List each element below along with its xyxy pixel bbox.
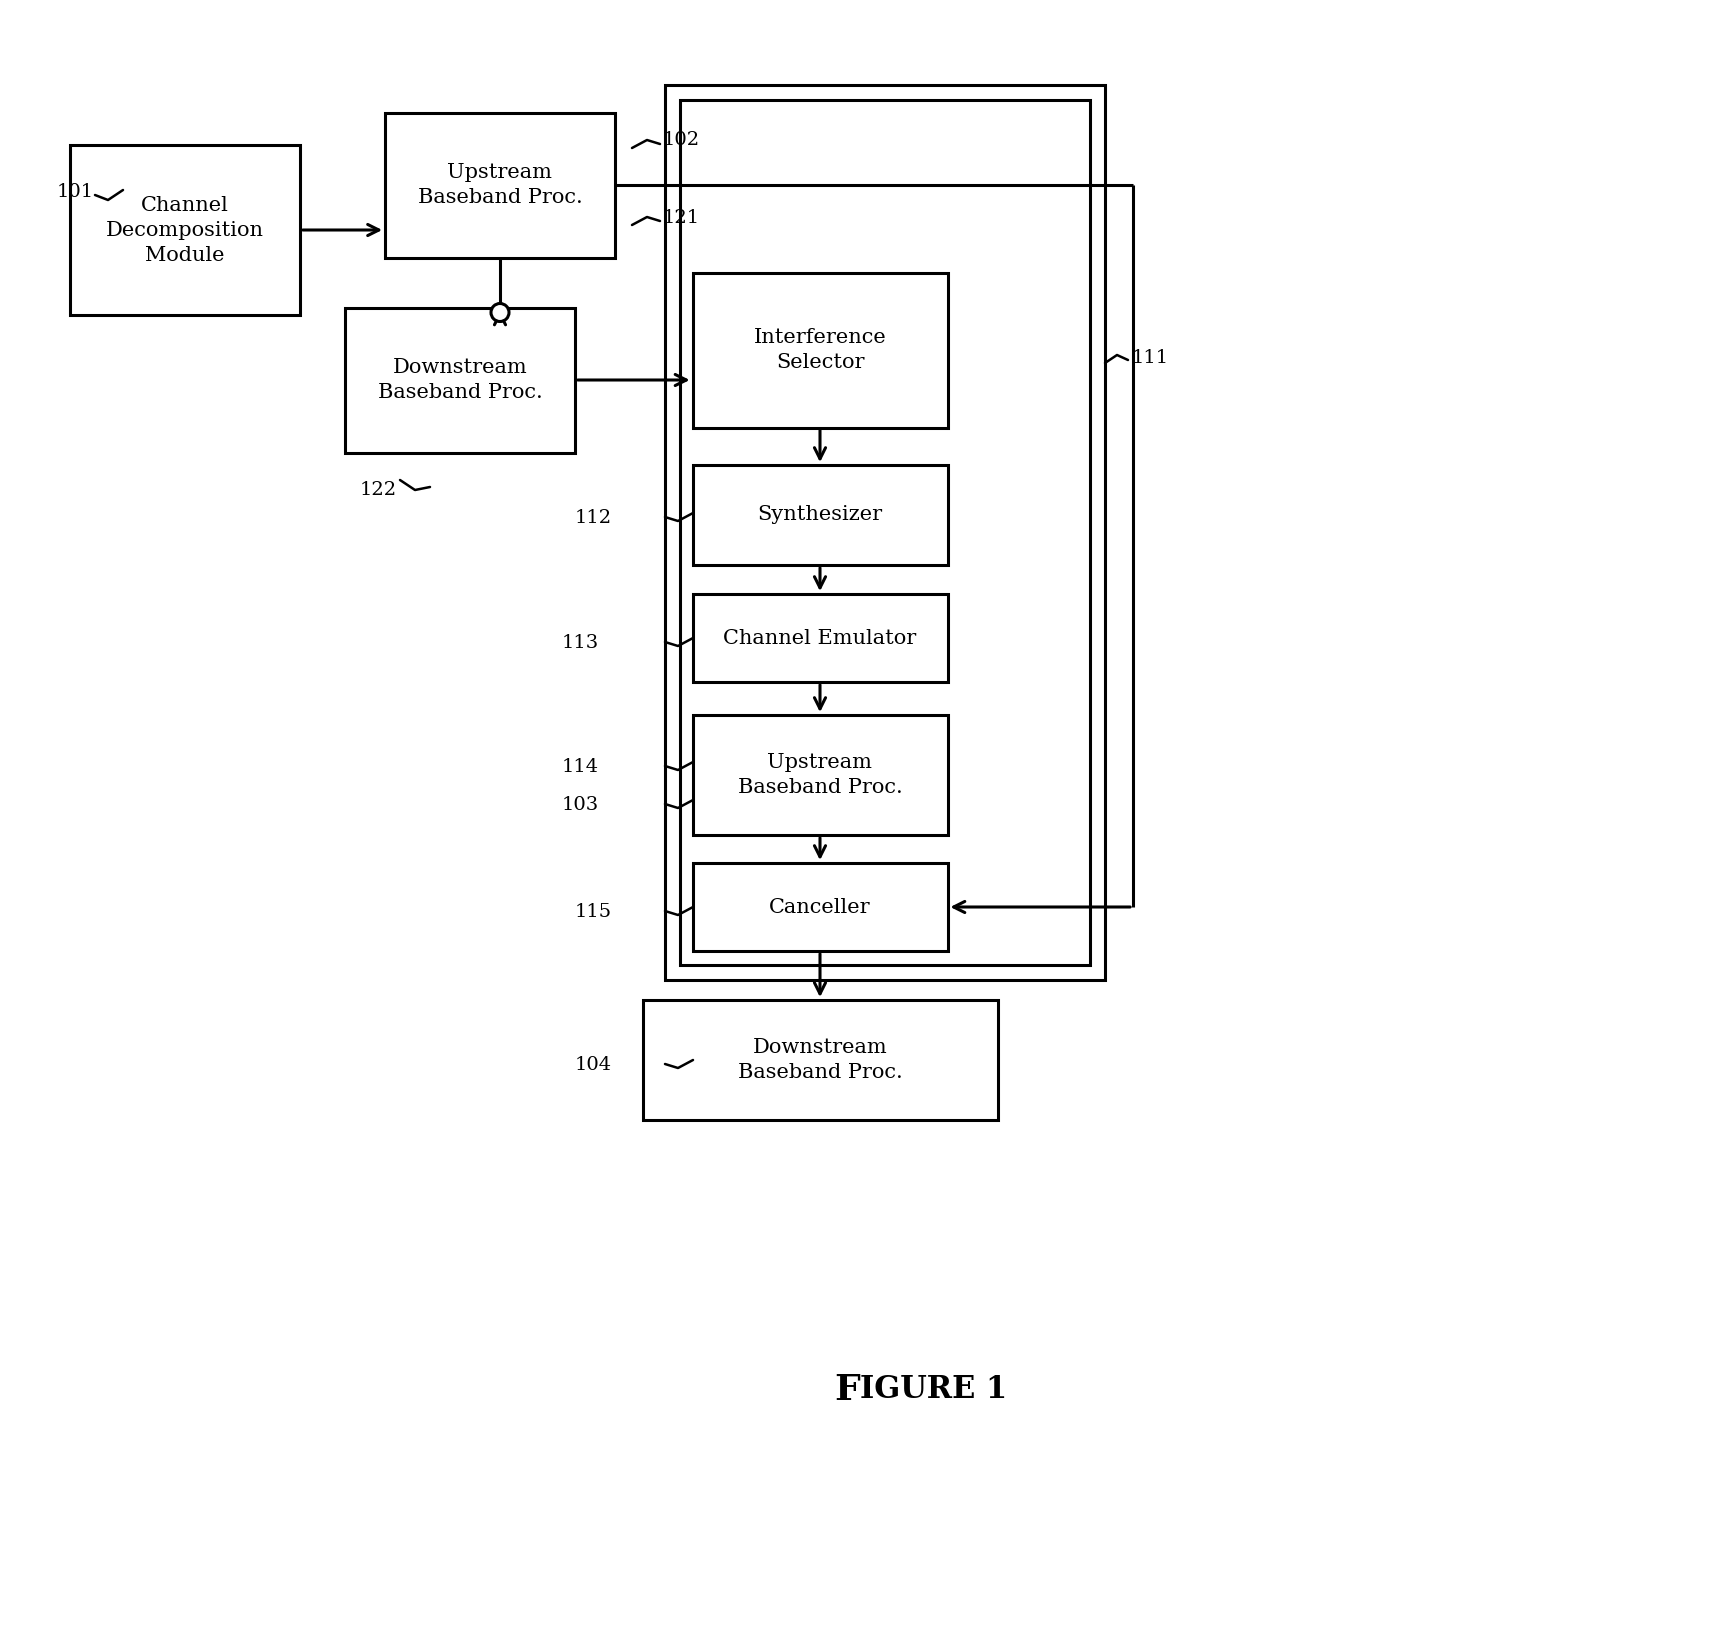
Bar	[693, 272, 948, 427]
Circle shape	[490, 303, 509, 321]
Text: Synthesizer: Synthesizer	[757, 506, 882, 524]
Bar	[679, 101, 1090, 966]
Text: 121: 121	[662, 209, 700, 227]
Text: Upstream
Baseband Proc.: Upstream Baseband Proc.	[418, 163, 583, 208]
Bar	[385, 112, 616, 257]
Bar	[643, 1000, 998, 1121]
Bar	[71, 145, 299, 315]
Bar	[693, 715, 948, 836]
Text: Downstream
Baseband Proc.: Downstream Baseband Proc.	[738, 1038, 903, 1083]
Text: Interference
Selector: Interference Selector	[753, 328, 886, 372]
Text: Channel
Decomposition
Module: Channel Decomposition Module	[107, 196, 263, 264]
Text: Upstream
Baseband Proc.: Upstream Baseband Proc.	[738, 753, 903, 798]
Text: 103: 103	[562, 796, 599, 814]
Text: Canceller: Canceller	[769, 898, 870, 916]
Text: 115: 115	[574, 903, 612, 921]
Text: 102: 102	[662, 130, 700, 148]
Bar	[666, 86, 1104, 981]
Bar	[693, 593, 948, 682]
Text: 122: 122	[359, 481, 397, 499]
Text: Channel Emulator: Channel Emulator	[724, 628, 917, 648]
Text: 101: 101	[57, 183, 95, 201]
Text: 114: 114	[562, 758, 599, 776]
Text: IGURE 1: IGURE 1	[860, 1374, 1008, 1406]
Text: 113: 113	[562, 634, 599, 653]
Bar	[693, 465, 948, 565]
Text: 104: 104	[574, 1056, 612, 1074]
Text: Downstream
Baseband Proc.: Downstream Baseband Proc.	[378, 358, 542, 402]
Bar	[693, 864, 948, 951]
Text: 112: 112	[574, 509, 612, 527]
Bar	[346, 308, 574, 453]
Text: 111: 111	[1132, 349, 1170, 368]
Text: F: F	[834, 1373, 860, 1407]
